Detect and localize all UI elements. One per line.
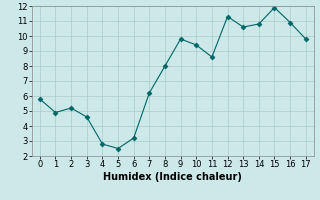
X-axis label: Humidex (Indice chaleur): Humidex (Indice chaleur) — [103, 172, 242, 182]
